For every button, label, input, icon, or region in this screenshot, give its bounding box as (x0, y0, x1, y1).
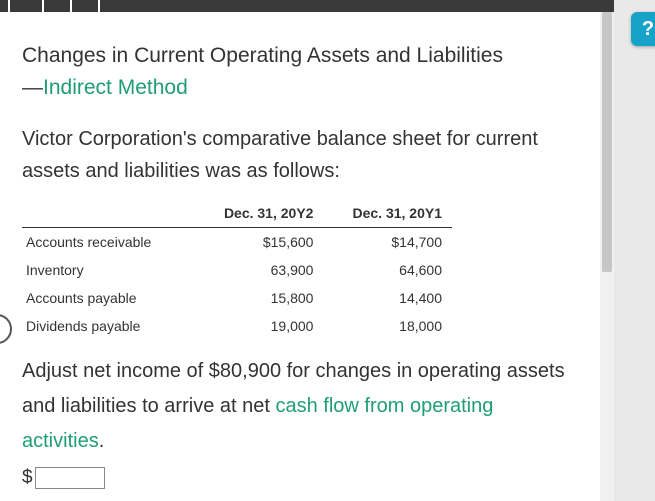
row-val-y1: 18,000 (323, 312, 452, 340)
row-val-y1: 64,600 (323, 256, 452, 284)
table-row: Accounts payable 15,800 14,400 (22, 284, 452, 312)
side-panel: ? (614, 0, 655, 501)
title-method: Indirect Method (43, 76, 188, 99)
table-row: Inventory 63,900 64,600 (22, 256, 452, 284)
row-val-y1: 14,400 (323, 284, 452, 312)
help-button[interactable]: ? (631, 12, 655, 46)
answer-input[interactable] (35, 467, 105, 489)
currency-symbol: $ (22, 467, 33, 489)
row-val-y2: 63,900 (195, 256, 324, 284)
answer-row: $ (22, 467, 578, 489)
row-label: Accounts receivable (22, 228, 195, 257)
app-root: Changes in Current Operating Assets and … (0, 0, 655, 501)
content-area: Changes in Current Operating Assets and … (0, 12, 614, 501)
row-val-y2: 19,000 (195, 312, 324, 340)
col-header-y1: Dec. 31, 20Y1 (323, 199, 452, 228)
instruction-part2: . (99, 430, 105, 452)
top-toolbar (0, 0, 614, 12)
toolbar-divider (70, 0, 72, 12)
balance-sheet-table: Dec. 31, 20Y2 Dec. 31, 20Y1 Accounts rec… (22, 199, 452, 340)
table-row: Accounts receivable $15,600 $14,700 (22, 228, 452, 257)
table-row: Dividends payable 19,000 18,000 (22, 312, 452, 340)
col-header-y2: Dec. 31, 20Y2 (195, 199, 324, 228)
toolbar-divider (42, 0, 44, 12)
row-val-y1: $14,700 (323, 228, 452, 257)
row-val-y2: 15,800 (195, 284, 324, 312)
row-val-y2: $15,600 (195, 228, 324, 257)
row-label: Dividends payable (22, 312, 195, 340)
vertical-scrollbar[interactable] (600, 12, 614, 501)
toolbar-divider (98, 0, 100, 12)
row-label: Inventory (22, 256, 195, 284)
question-title-line1: Changes in Current Operating Assets and … (22, 40, 578, 72)
scrollbar-thumb[interactable] (602, 12, 612, 272)
help-icon: ? (642, 18, 654, 41)
instruction-text: Adjust net income of $80,900 for changes… (22, 354, 578, 459)
question-content: Changes in Current Operating Assets and … (0, 12, 600, 499)
table-header-row: Dec. 31, 20Y2 Dec. 31, 20Y1 (22, 199, 452, 228)
intro-text: Victor Corporation's comparative balance… (22, 123, 578, 187)
toolbar-divider (8, 0, 10, 12)
col-header-blank (22, 199, 195, 228)
title-dash: — (22, 76, 43, 99)
question-title-line2: —Indirect Method (22, 72, 578, 104)
row-label: Accounts payable (22, 284, 195, 312)
